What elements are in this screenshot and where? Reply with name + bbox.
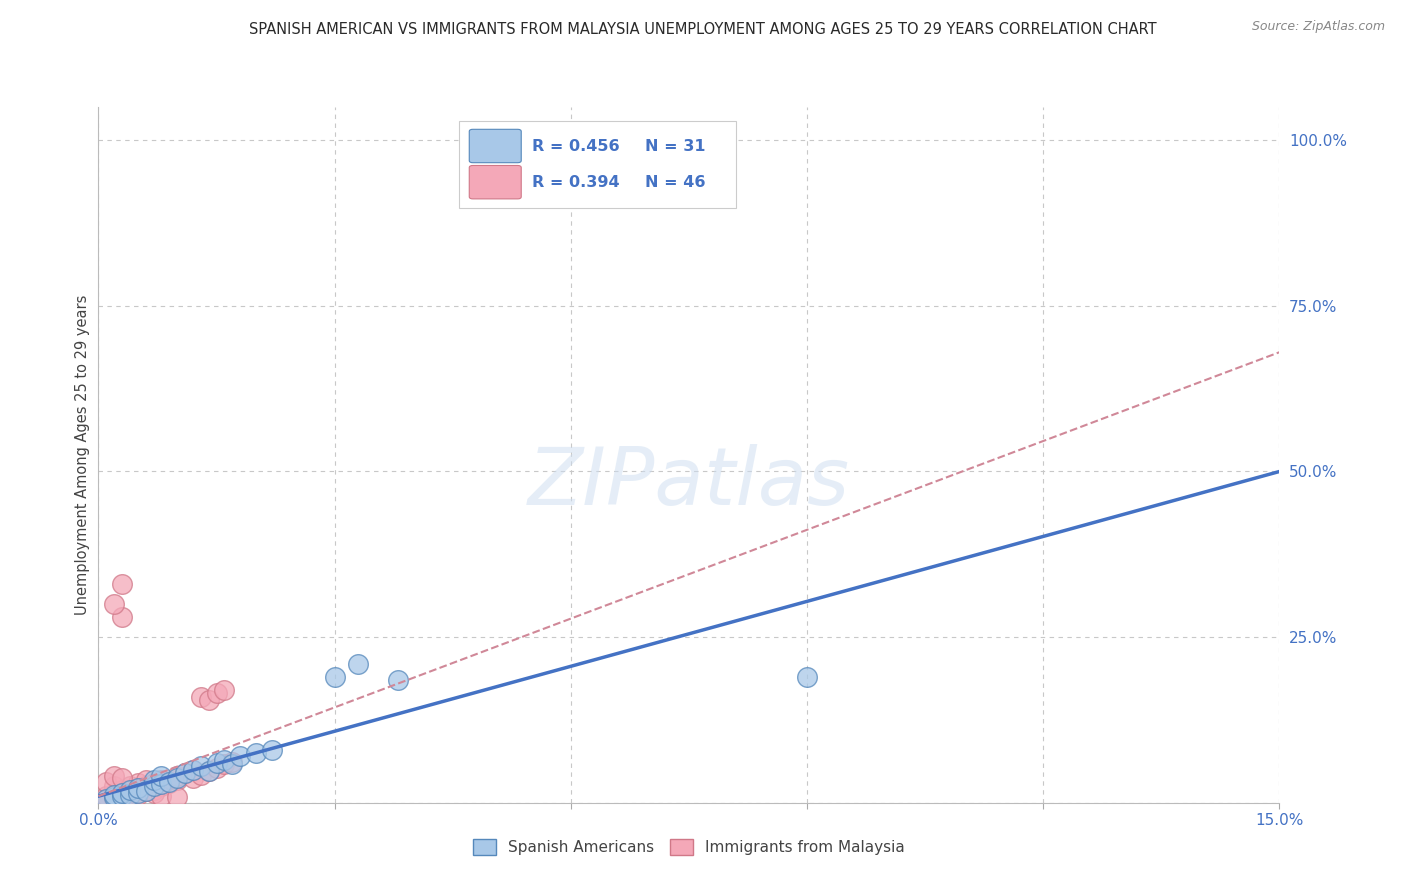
Point [127, 781, 149, 796]
Point [221, 755, 243, 769]
Point [260, 743, 283, 757]
FancyBboxPatch shape [470, 166, 522, 199]
Point [190, 768, 212, 782]
Point [181, 771, 204, 785]
Text: N = 46: N = 46 [645, 175, 706, 190]
Point [197, 764, 219, 778]
Point [181, 763, 204, 777]
Point [197, 693, 219, 707]
Point [387, 673, 409, 688]
Point [103, 790, 125, 805]
Point [142, 776, 165, 790]
Point [103, 597, 125, 611]
Point [214, 757, 236, 772]
Text: R = 0.456: R = 0.456 [531, 138, 620, 153]
Point [127, 784, 149, 798]
Point [166, 772, 188, 787]
FancyBboxPatch shape [458, 121, 737, 208]
Point [174, 766, 197, 780]
Point [103, 792, 125, 806]
Point [229, 749, 252, 764]
Point [96, 774, 118, 789]
Point [197, 764, 219, 778]
Point [205, 756, 228, 770]
Point [347, 657, 370, 671]
Point [127, 776, 149, 790]
Point [214, 753, 236, 767]
Point [214, 683, 236, 698]
Point [135, 779, 157, 793]
Text: R = 0.394: R = 0.394 [531, 175, 620, 190]
Text: ZIPatlas: ZIPatlas [527, 443, 851, 522]
Point [118, 790, 141, 805]
Point [96, 792, 118, 806]
Point [111, 577, 134, 591]
Point [166, 769, 188, 783]
Point [142, 772, 165, 787]
Point [103, 779, 125, 793]
Point [127, 781, 149, 796]
Point [111, 782, 134, 797]
Point [638, 136, 661, 151]
Point [111, 786, 134, 800]
Point [118, 788, 141, 802]
Point [245, 746, 267, 760]
Point [323, 670, 346, 684]
Point [111, 771, 134, 785]
Y-axis label: Unemployment Among Ages 25 to 29 years: Unemployment Among Ages 25 to 29 years [75, 294, 90, 615]
Point [166, 771, 188, 785]
Point [166, 790, 188, 805]
Point [150, 777, 173, 791]
Point [142, 782, 165, 797]
Point [103, 786, 125, 800]
FancyBboxPatch shape [470, 129, 522, 162]
Point [135, 772, 157, 787]
Point [118, 786, 141, 800]
Point [190, 690, 212, 704]
Point [118, 779, 141, 793]
Point [118, 782, 141, 797]
Text: N = 31: N = 31 [645, 138, 706, 153]
Point [111, 788, 134, 802]
Point [221, 757, 243, 772]
Point [103, 769, 125, 783]
Text: SPANISH AMERICAN VS IMMIGRANTS FROM MALAYSIA UNEMPLOYMENT AMONG AGES 25 TO 29 YE: SPANISH AMERICAN VS IMMIGRANTS FROM MALA… [249, 22, 1157, 37]
Point [205, 761, 228, 775]
Point [142, 786, 165, 800]
Point [96, 789, 118, 804]
Point [157, 774, 180, 789]
Point [190, 759, 212, 773]
Point [150, 772, 173, 787]
Point [111, 610, 134, 624]
Point [157, 776, 180, 790]
Text: Source: ZipAtlas.com: Source: ZipAtlas.com [1251, 20, 1385, 33]
Point [142, 779, 165, 793]
Point [135, 784, 157, 798]
Point [174, 766, 197, 780]
Point [96, 792, 118, 806]
Legend: Spanish Americans, Immigrants from Malaysia: Spanish Americans, Immigrants from Malay… [467, 833, 911, 862]
Point [150, 769, 173, 783]
Point [111, 789, 134, 804]
Point [103, 788, 125, 802]
Point [127, 786, 149, 800]
Point [796, 670, 818, 684]
Point [150, 779, 173, 793]
Point [205, 686, 228, 700]
Point [150, 789, 173, 804]
Point [103, 790, 125, 805]
Point [181, 763, 204, 777]
Point [127, 788, 149, 802]
Point [135, 784, 157, 798]
